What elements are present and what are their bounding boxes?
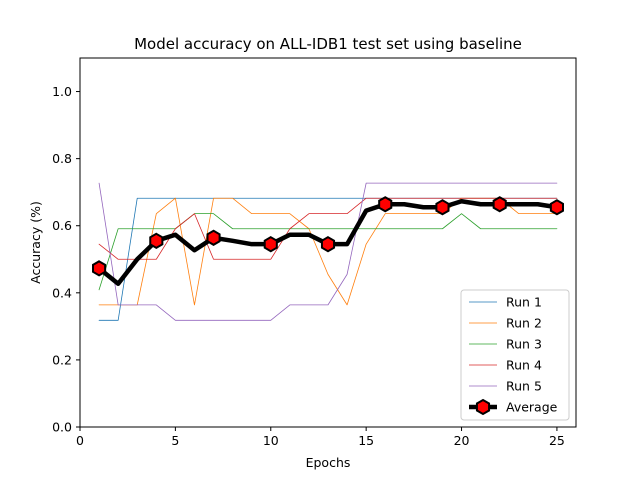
legend-label: Run 1 (506, 295, 542, 310)
y-tick-label: 1.0 (52, 84, 72, 99)
series-layer (92, 182, 564, 321)
x-tick-label: 10 (263, 433, 279, 448)
y-tick-label: 0.0 (52, 420, 72, 435)
average-marker-point (492, 196, 507, 213)
series-line-run-5 (98, 182, 558, 321)
average-marker-point (378, 196, 393, 213)
legend: Run 1 Run 2 Run 3 Run 4 Run 5 Average (460, 289, 570, 421)
legend-label: Run 5 (506, 379, 542, 394)
y-axis-ticks: 0.0 0.2 0.4 0.6 0.8 1.0 (52, 84, 80, 435)
y-tick-label: 0.2 (52, 352, 72, 367)
series-line-run-4 (98, 197, 558, 260)
average-marker-point (206, 229, 221, 246)
x-tick-label: 15 (358, 433, 374, 448)
legend-label: Run 2 (506, 316, 542, 331)
legend-marker (475, 398, 491, 416)
x-axis-ticks: 0 5 10 15 20 25 (76, 427, 565, 448)
y-tick-label: 0.6 (52, 218, 72, 233)
x-tick-label: 25 (549, 433, 565, 448)
chart-title: Model accuracy on ALL-IDB1 test set usin… (134, 35, 522, 53)
average-marker-point (149, 232, 164, 249)
legend-box (460, 289, 570, 421)
y-axis-label: Accuracy (%) (28, 201, 43, 284)
axes-frame (79, 57, 577, 428)
average-marker-point (320, 236, 336, 253)
x-tick-label: 20 (454, 433, 470, 448)
y-tick-label: 0.8 (52, 151, 72, 166)
x-tick-label: 5 (171, 433, 179, 448)
average-marker-point (92, 260, 107, 277)
average-marker-point (263, 236, 278, 253)
legend-label: Average (506, 400, 558, 415)
average-marker-point (435, 199, 450, 216)
y-tick-label: 0.4 (52, 285, 72, 300)
x-axis-label: Epochs (306, 455, 351, 470)
legend-label: Run 4 (506, 358, 542, 373)
average-marker-point (549, 199, 564, 216)
legend-label: Run 3 (506, 337, 542, 352)
x-tick-label: 0 (76, 433, 84, 448)
